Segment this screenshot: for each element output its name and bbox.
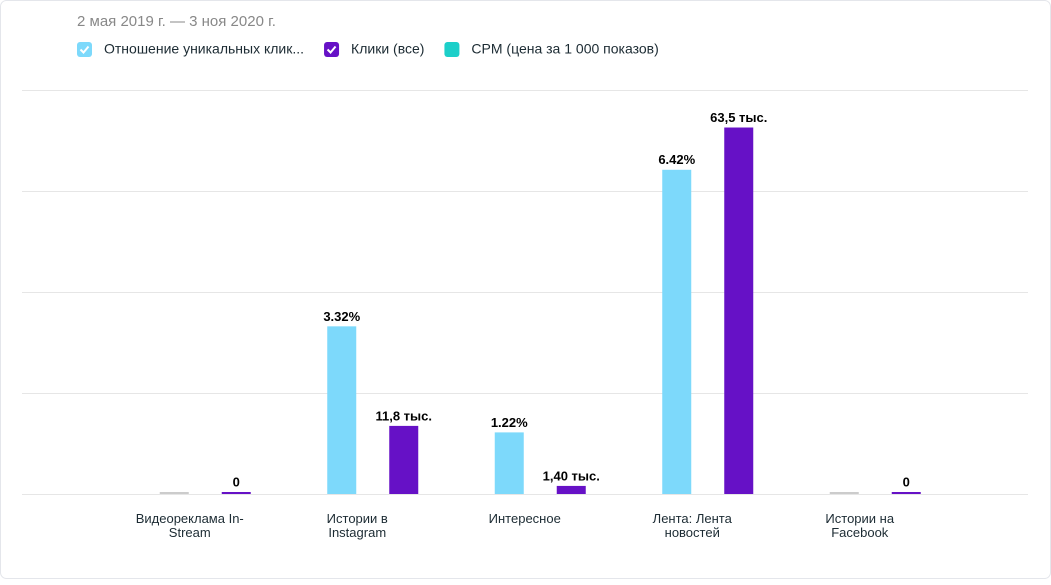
legend-item[interactable]: Клики (все)	[324, 41, 424, 57]
x-tick-area: Лента: Лента новостей	[652, 512, 732, 540]
x-tick-label: Интересное	[488, 512, 561, 526]
value-label: 0	[903, 474, 910, 489]
legend-label: Клики (все)	[351, 41, 424, 57]
x-tick-label: Лента: Лента новостей	[652, 512, 732, 540]
x-tick-area: Видеореклама In-Stream	[135, 512, 244, 540]
x-tick-label: Видеореклама In-Stream	[135, 512, 244, 540]
legend-label: CPM (цена за 1 000 показов)	[471, 41, 658, 57]
legend-checkbox[interactable]	[324, 42, 340, 57]
legend-label: Отношение уникальных клик...	[104, 41, 304, 57]
x-tick-area: Интересное	[488, 512, 561, 526]
bar	[891, 492, 921, 494]
value-label: 1,40 тыс.	[543, 468, 600, 483]
legend-checkbox[interactable]	[77, 42, 92, 57]
legend: Отношение уникальных клик... Клики (все) C…	[77, 41, 659, 57]
value-label: 3.32%	[323, 309, 360, 324]
value-label: 6.42%	[658, 152, 695, 167]
bar	[327, 326, 357, 494]
legend-item[interactable]: CPM (цена за 1 000 показов)	[444, 41, 659, 57]
x-tick-label: Истории в Instagram	[326, 512, 388, 540]
value-label: 63,5 тыс.	[710, 110, 767, 125]
legend-checkbox[interactable]	[444, 42, 460, 57]
bar	[829, 492, 859, 494]
value-label: 11,8 тыс.	[375, 408, 432, 423]
x-tick-area: Истории на Facebook	[825, 512, 895, 540]
legend-item[interactable]: Отношение уникальных клик...	[77, 41, 304, 57]
check-mark	[79, 45, 90, 54]
bar	[159, 492, 189, 494]
bar	[662, 169, 692, 495]
value-label: 0	[233, 474, 240, 489]
bar	[556, 485, 586, 494]
x-tick-label: Истории на Facebook	[825, 512, 895, 540]
bar	[724, 127, 754, 494]
check-mark	[326, 45, 337, 54]
grid	[22, 90, 1028, 495]
bar	[221, 492, 251, 494]
x-tick-area: Истории в Instagram	[326, 512, 388, 540]
value-label: 1.22%	[491, 415, 528, 430]
bar	[389, 425, 419, 494]
subtitle: 2 мая 2019 г. — 3 ноя 2020 г.	[77, 13, 276, 30]
bar	[494, 432, 524, 494]
